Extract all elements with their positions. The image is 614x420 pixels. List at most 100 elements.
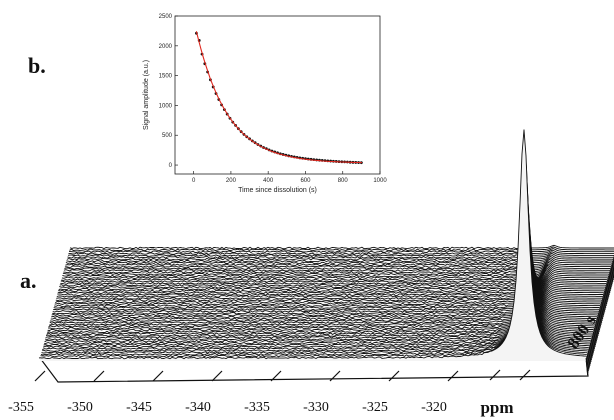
x-tick-label: -350 [67,400,93,415]
waterfall-trace [57,275,604,294]
waterfall-end-cap [599,305,603,323]
panel-a-label: a. [20,268,37,293]
waterfall-trace [56,277,603,300]
waterfall-trace [42,200,590,348]
waterfall-front-slab [38,357,589,383]
x-tick-label: -330 [303,400,329,415]
waterfall-trace [51,272,598,319]
waterfall-end-cap [588,346,591,364]
waterfall-end-cap [585,357,588,376]
waterfall-trace [60,271,607,285]
waterfall-end-cap [589,343,592,361]
x-tick [34,370,46,382]
waterfall-trace [53,276,600,311]
inset-x-tick-label: 600 [300,178,311,184]
waterfall-trace [54,277,601,306]
waterfall-end-cap [600,303,603,321]
waterfall-end-cap [586,356,589,374]
inset-x-tick-label: 200 [226,178,237,184]
waterfall-trace [55,277,602,302]
waterfall-end-cap [600,302,604,320]
inset-x-tick-label: 800 [338,178,349,184]
waterfall-end-cap [603,292,606,310]
waterfall-trace [43,217,591,345]
waterfall-end-cap [604,287,608,305]
waterfall-end-cap [596,316,600,335]
waterfall-end-cap [610,266,613,284]
waterfall-trace [50,269,597,322]
waterfall-trace [46,251,594,334]
x-tick-label: -325 [362,400,388,415]
waterfall-trace [56,276,603,298]
waterfall-trace [52,275,599,315]
waterfall-end-cap [597,313,601,331]
waterfall-end-cap [601,300,604,318]
waterfall-end-cap [595,322,598,340]
waterfall-trace [41,181,589,352]
inset-y-tick-label: 1000 [159,103,173,109]
waterfall-end-cap [602,296,605,314]
waterfall-end-cap [593,329,596,348]
waterfall-end-cap [611,264,614,282]
inset-x-axis-label: Time since dissolution (s) [238,187,317,194]
waterfall-trace [59,273,606,289]
waterfall-end-cap [601,298,605,316]
waterfall-end-cap [591,337,594,355]
inset-plot: 0 200 400 600 800 1000 0 500 1000 1500 2000 2500 Tim… [143,14,387,194]
x-tick [93,370,105,382]
waterfall-end-cap [598,309,602,327]
inset-y-tick-label: 1500 [159,74,173,80]
waterfall-end-cap [611,262,614,280]
waterfall-end-cap [595,320,599,338]
waterfall-trace-fill [40,129,586,361]
waterfall-trace [48,262,595,328]
waterfall-end-cap [602,294,606,312]
waterfall-trace-fill [65,259,612,268]
x-tick [447,370,459,382]
waterfall-end-cap [594,324,598,342]
x-tick [519,369,531,381]
waterfall-trace [49,264,596,326]
waterfall-trace [40,157,588,356]
waterfall-trace [40,143,587,358]
x-tick-label: -335 [244,400,270,415]
waterfall-end-cap [610,268,613,286]
waterfall-end-cap [603,290,607,308]
waterfall-trace [45,237,592,339]
waterfall-trace [47,255,594,332]
waterfall-end-cap [609,270,612,288]
waterfall-end-cap [605,283,609,301]
waterfall-end-cap [594,326,597,344]
x-tick [388,370,400,382]
waterfall-trace-fill [61,268,608,281]
waterfall-trace [43,209,590,347]
waterfall-end-cap [587,352,590,370]
waterfall-trace [41,169,588,354]
waterfall-trace [45,231,592,341]
waterfall-end-cap [590,339,593,357]
waterfall-trace [53,277,600,309]
waterfall-end-cap [608,274,611,292]
waterfall-end-cap [605,285,608,303]
waterfall-end-cap [596,318,599,336]
waterfall-trace [54,277,601,308]
waterfall-end-cap [597,315,600,333]
waterfall-end-cap [598,311,601,329]
waterfall-trace [48,258,595,330]
waterfall-end-cap [608,272,612,290]
waterfall-end-cap [606,281,609,299]
waterfall-end-cap [591,335,595,353]
waterfall-end-cap [590,341,593,359]
waterfall-trace-fill [66,254,613,263]
waterfall-trace [39,129,587,360]
waterfall-trace [58,275,605,293]
waterfall-trace-fill [62,266,609,278]
x-tick [329,370,341,382]
waterfall-end-cap [589,344,592,362]
waterfall-trace [58,274,605,291]
inset-y-tick-label: 0 [169,163,173,169]
inset-fit-curve [195,31,362,164]
waterfall-trace [52,275,599,313]
x-tick-label: -340 [185,400,211,415]
